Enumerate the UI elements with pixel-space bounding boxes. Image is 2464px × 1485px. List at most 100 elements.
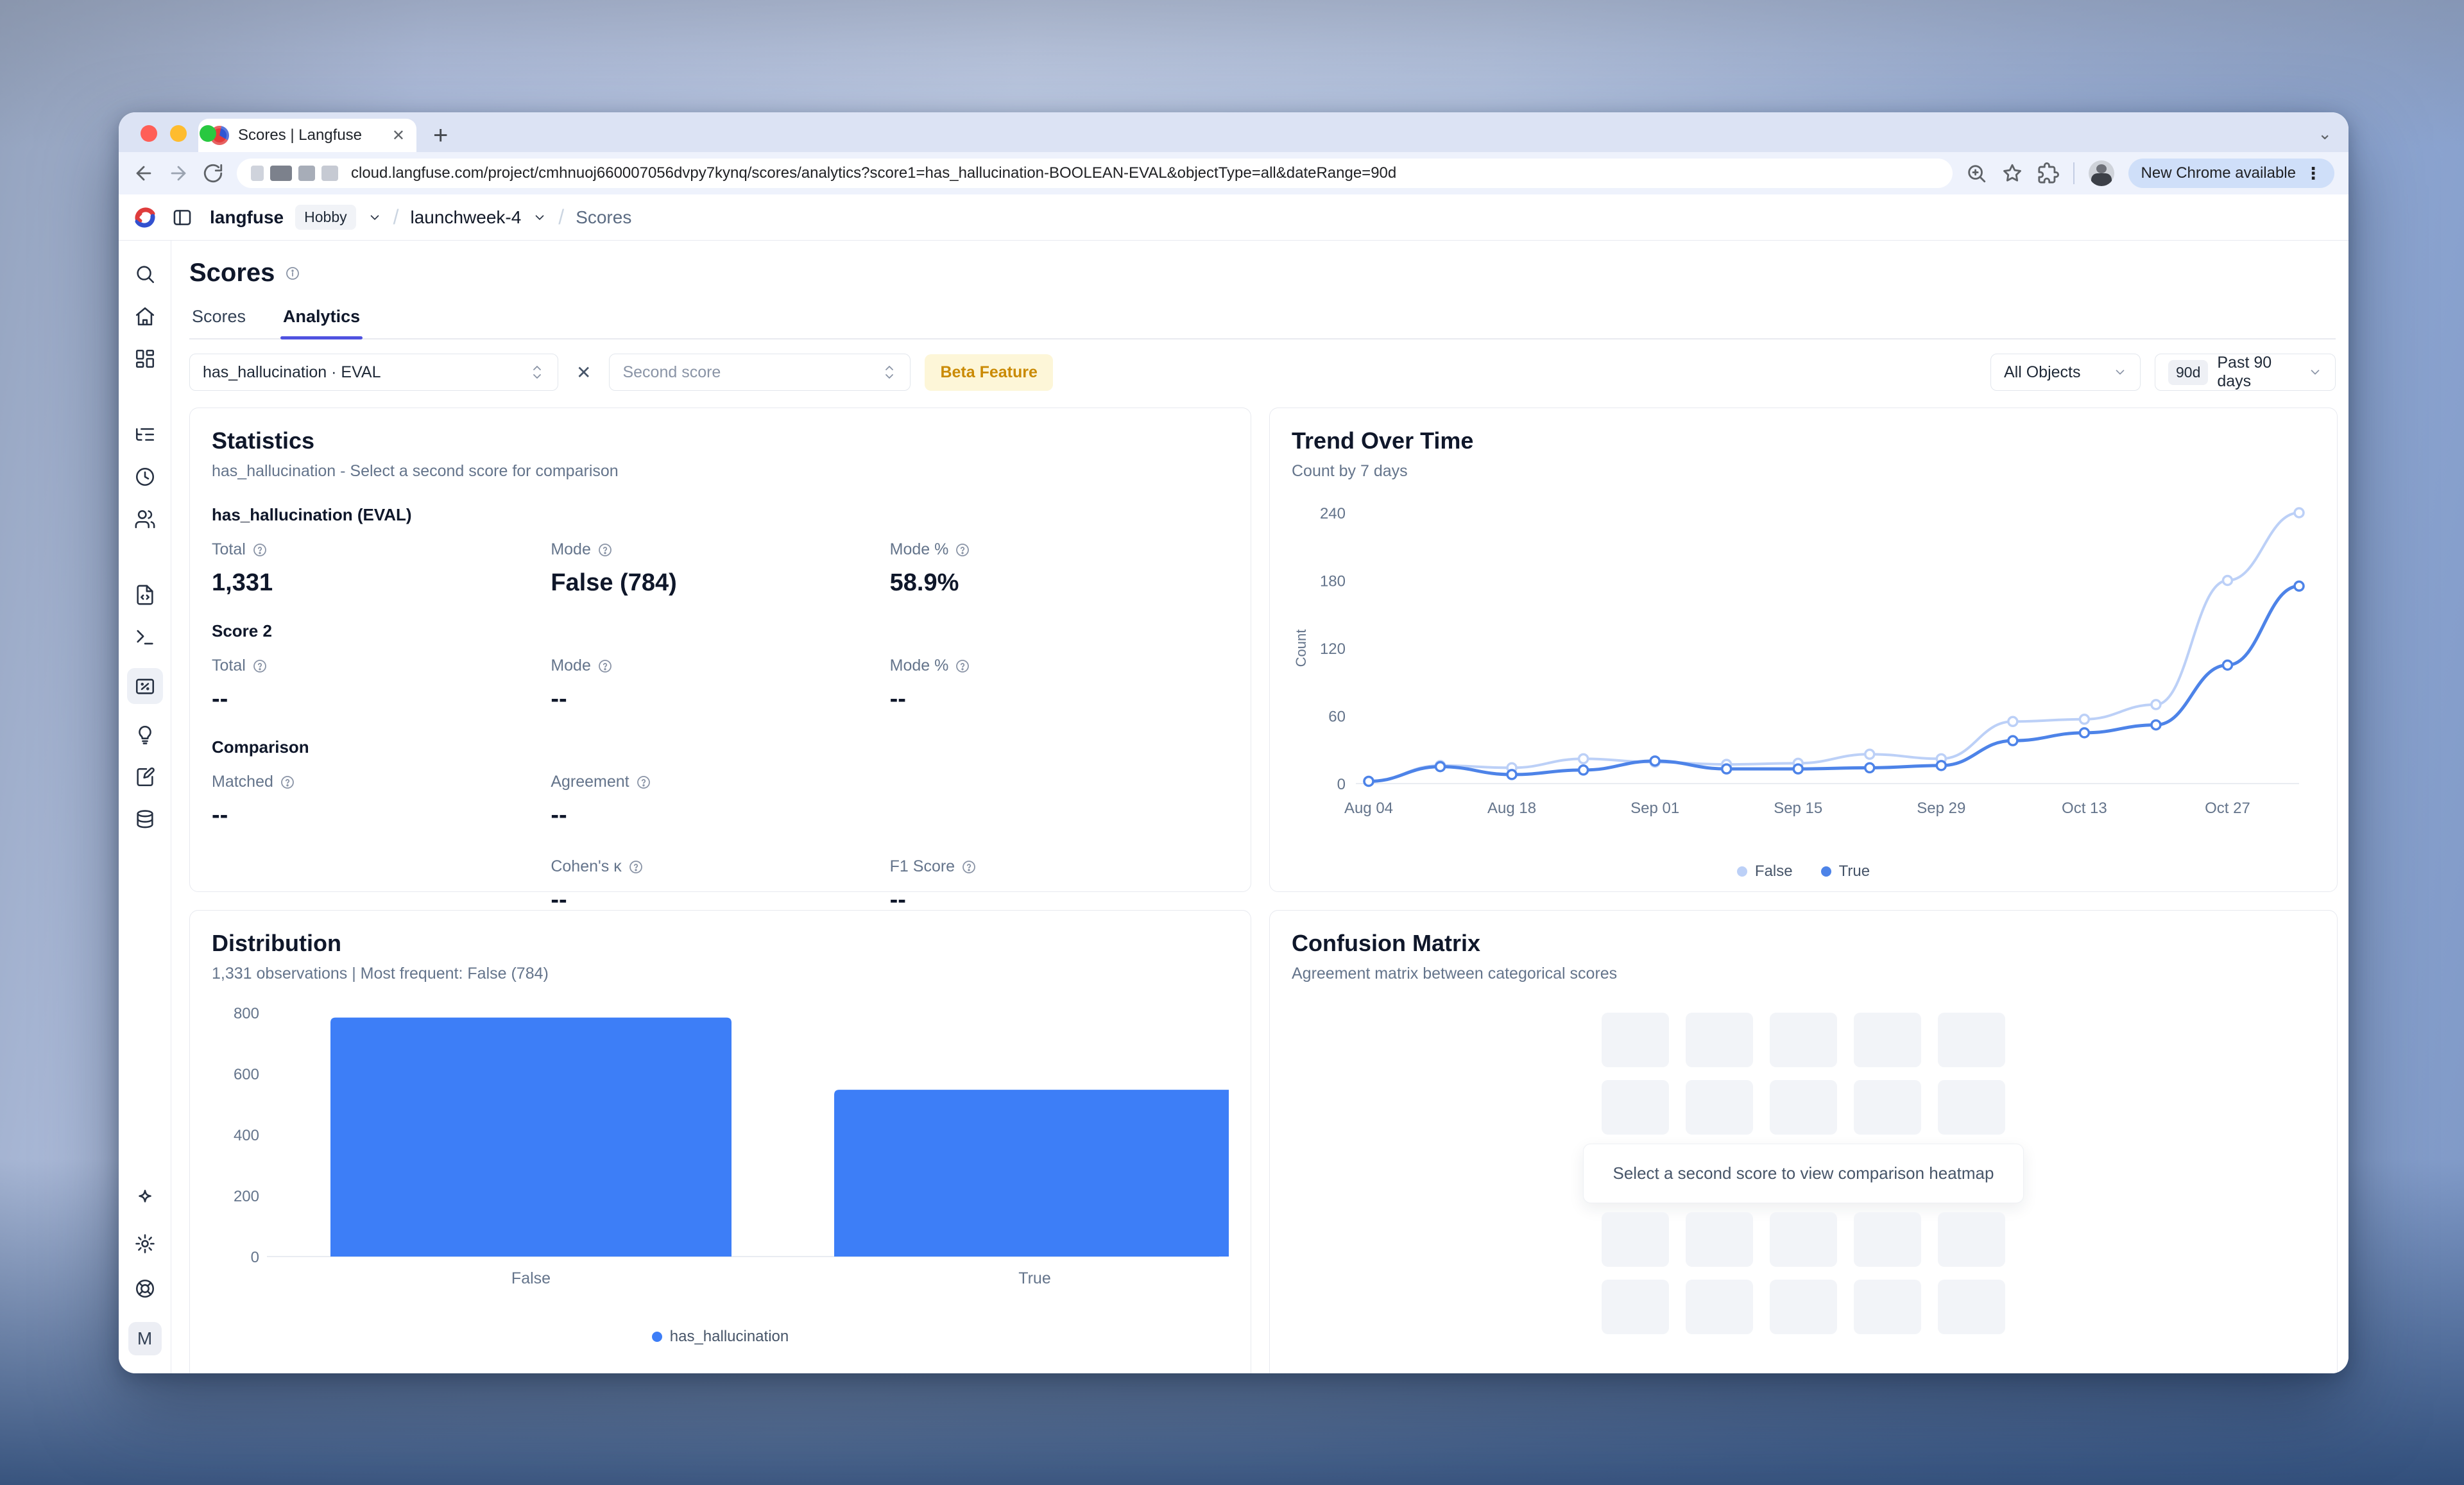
trend-line-chart[interactable]: 0 60 120 180 240 Count Aug 04 Aug 18 Sep 01 Sep 1… [1292, 496, 2315, 855]
new-tab-button[interactable]: + [433, 121, 449, 150]
lightbulb-icon [138, 725, 151, 744]
close-window-button[interactable] [141, 125, 157, 142]
legend-item[interactable]: True [1820, 863, 1870, 880]
tab-scores[interactable]: Scores [192, 307, 246, 326]
score2-select[interactable]: Second score [609, 354, 911, 391]
sidebar-item-tracing[interactable] [133, 423, 157, 446]
update-chrome-pill[interactable]: New Chrome available ⋮ [2128, 159, 2334, 188]
chevron-down-icon[interactable] [533, 210, 547, 225]
date-range-select[interactable]: 90d Past 90 days [2155, 354, 2336, 391]
distribution-bar-chart[interactable]: 0 200 400 600 800 False True [212, 1000, 1235, 1321]
statistics-title: Statistics [212, 427, 315, 454]
score1-select[interactable]: has_hallucination · EVAL [189, 354, 558, 391]
help-icon[interactable] [252, 542, 268, 558]
help-icon[interactable] [955, 542, 970, 558]
svg-text:Aug 04: Aug 04 [1344, 800, 1393, 817]
chevron-down-icon[interactable] [368, 210, 382, 225]
statistics-card: Statistics has_hallucination - Select a … [189, 408, 1251, 913]
select-updown-icon [886, 366, 894, 379]
dashboard-icon [135, 349, 154, 368]
bookmark-star-icon[interactable] [2001, 162, 2023, 184]
sidebar-item-settings[interactable] [133, 1232, 157, 1255]
svg-text:True: True [1018, 1269, 1050, 1287]
confusion-subtitle: Agreement matrix between categorical sco… [1292, 965, 1618, 983]
window-controls[interactable] [141, 125, 216, 142]
heatmap-placeholder-cell [1602, 1212, 1669, 1267]
plan-badge: Hobby [295, 205, 356, 230]
back-icon[interactable] [133, 162, 155, 184]
stat-cohens-kappa: Cohen's κ -- [551, 857, 889, 914]
url-text[interactable]: cloud.langfuse.com/project/cmhnuoj660007… [351, 164, 1397, 182]
help-icon[interactable] [955, 658, 970, 674]
heatmap-placeholder-cell [1602, 1013, 1669, 1067]
stat-agreement: Agreement -- [551, 773, 889, 829]
legend-item[interactable]: False [1736, 863, 1793, 880]
site-chip [298, 166, 315, 181]
sidebar-item-home[interactable] [133, 305, 157, 328]
zoom-icon[interactable] [1965, 162, 1987, 184]
tab-close-icon[interactable]: ✕ [391, 126, 405, 144]
browser-tab-active[interactable]: Scores | Langfuse ✕ [198, 119, 416, 152]
sidebar-item-dashboards[interactable] [133, 347, 157, 370]
sidebar-item-sessions[interactable] [133, 465, 157, 488]
svg-text:180: 180 [1320, 573, 1346, 590]
file-code-icon [136, 585, 153, 605]
sidebar-item-annotation[interactable] [133, 766, 157, 789]
sidebar-item-evaluators[interactable] [133, 723, 157, 746]
help-icon[interactable] [636, 775, 651, 790]
sidebar-item-support[interactable] [133, 1277, 157, 1300]
date-range-value: Past 90 days [2217, 354, 2272, 390]
heatmap-placeholder-cell [1686, 1212, 1753, 1267]
heatmap-placeholder-cell [1686, 1013, 1753, 1067]
legend-item[interactable]: has_hallucination [651, 1328, 789, 1346]
help-icon[interactable] [597, 658, 613, 674]
help-icon[interactable] [252, 658, 268, 674]
info-icon[interactable] [285, 266, 300, 281]
project-name[interactable]: launchweek-4 [410, 207, 522, 227]
sidebar-item-scores-active[interactable] [126, 668, 163, 704]
clear-score1-button[interactable]: ✕ [576, 362, 592, 382]
forward-icon[interactable] [167, 162, 189, 184]
sidebar-item-search[interactable] [133, 262, 157, 286]
confusion-card: Confusion Matrix Agreement matrix betwee… [1269, 910, 2338, 1373]
tab-search-chevron-icon[interactable]: ⌄ [2318, 124, 2332, 143]
sidebar-item-users[interactable] [133, 508, 157, 531]
help-icon[interactable] [961, 859, 977, 875]
sidebar-item-datasets[interactable] [133, 808, 157, 831]
svg-text:120: 120 [1320, 640, 1346, 658]
browser-tabstrip: Scores | Langfuse ✕ + ⌄ [119, 112, 2348, 152]
stat-mode-pct: Mode % 58.9% [890, 540, 1229, 597]
org-name[interactable]: langfuse [210, 207, 284, 227]
distribution-title: Distribution [212, 930, 341, 956]
object-type-select[interactable]: All Objects [1990, 354, 2141, 391]
sidebar-toggle-icon[interactable] [171, 207, 193, 228]
tab-analytics[interactable]: Analytics [280, 307, 363, 339]
update-chrome-label: New Chrome available [2141, 164, 2296, 182]
url-bar[interactable]: cloud.langfuse.com/project/cmhnuoj660007… [237, 159, 1953, 188]
user-avatar[interactable]: M [128, 1322, 162, 1355]
stat-f1: F1 Score -- [890, 857, 1229, 914]
filter-bar: has_hallucination · EVAL ✕ Second score … [189, 354, 2336, 391]
langfuse-logo-icon [135, 207, 155, 228]
chrome-menu-icon[interactable]: ⋮ [2305, 163, 2322, 183]
help-icon[interactable] [597, 542, 613, 558]
help-icon[interactable] [280, 775, 295, 790]
heatmap-placeholder-cell [1938, 1280, 2005, 1334]
maximize-window-button[interactable] [200, 125, 216, 142]
breadcrumb-separator: / [558, 205, 565, 228]
sidebar-item-prompts[interactable] [133, 583, 157, 606]
search-icon [136, 266, 154, 284]
sidebar-item-playground[interactable] [133, 626, 157, 649]
gear-icon [135, 1234, 155, 1253]
help-icon[interactable] [628, 859, 644, 875]
lifebuoy-icon [135, 1279, 154, 1298]
profile-avatar[interactable] [2088, 160, 2114, 186]
confusion-message: Select a second score to view comparison… [1582, 1144, 2024, 1203]
extensions-icon[interactable] [2037, 162, 2059, 184]
minimize-window-button[interactable] [170, 125, 187, 142]
main-content: Scores Scores Analytics has_hallucinatio… [171, 241, 2348, 1373]
reload-icon[interactable] [202, 162, 224, 184]
svg-text:60: 60 [1328, 708, 1346, 726]
heatmap-placeholder-cell [1938, 1212, 2005, 1267]
sidebar-item-whats-new[interactable] [133, 1187, 157, 1210]
